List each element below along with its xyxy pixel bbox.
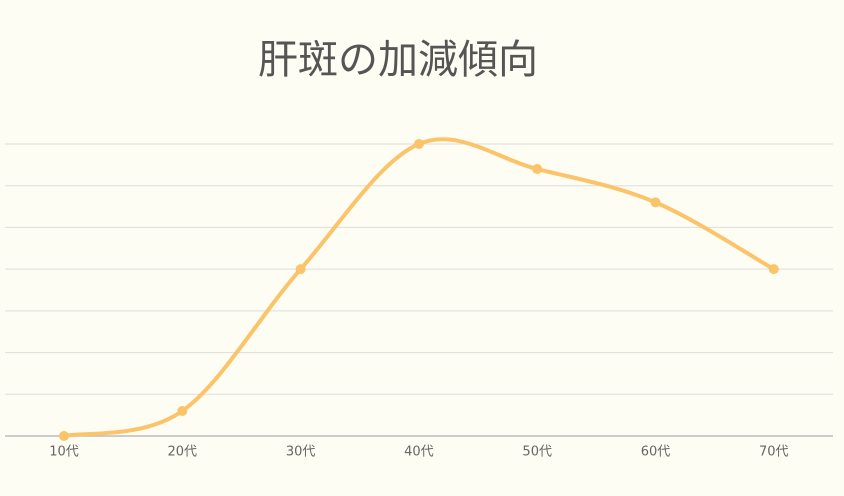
x-tick-label: 70代 <box>759 445 789 460</box>
point <box>177 405 188 416</box>
x-tick-label: 10代 <box>49 445 79 460</box>
point <box>59 431 69 441</box>
point <box>532 164 543 175</box>
x-tick-label: 40代 <box>404 445 434 460</box>
chart-title: 肝斑の加減傾向 <box>258 37 538 83</box>
point <box>650 197 661 208</box>
point <box>768 264 779 275</box>
x-tick-label: 50代 <box>522 445 552 460</box>
x-tick-label: 30代 <box>286 445 316 460</box>
point <box>413 139 424 149</box>
x-tick-label: 60代 <box>641 445 671 460</box>
x-tick-label: 20代 <box>168 445 198 460</box>
point <box>295 264 306 275</box>
line-series <box>62 137 776 438</box>
